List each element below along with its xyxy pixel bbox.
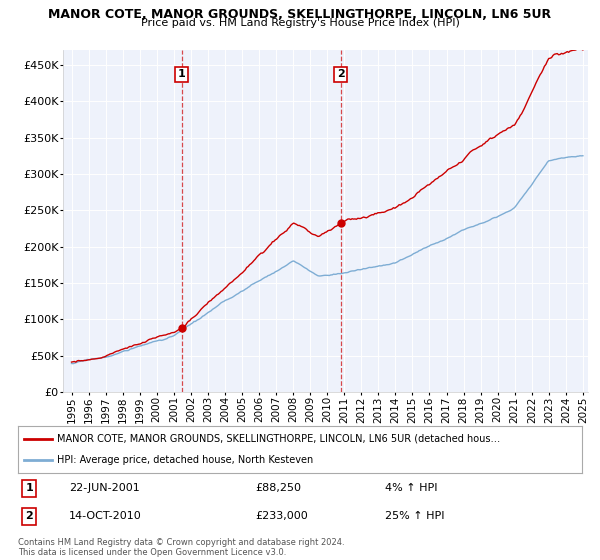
Text: Price paid vs. HM Land Registry's House Price Index (HPI): Price paid vs. HM Land Registry's House … [140,18,460,29]
Text: £88,250: £88,250 [255,483,301,493]
Text: MANOR COTE, MANOR GROUNDS, SKELLINGTHORPE, LINCOLN, LN6 5UR: MANOR COTE, MANOR GROUNDS, SKELLINGTHORP… [49,8,551,21]
Text: Contains HM Land Registry data © Crown copyright and database right 2024.
This d: Contains HM Land Registry data © Crown c… [18,538,344,557]
Text: £233,000: £233,000 [255,511,308,521]
Text: HPI: Average price, detached house, North Kesteven: HPI: Average price, detached house, Nort… [58,455,314,465]
Text: 2: 2 [337,69,344,80]
Text: 22-JUN-2001: 22-JUN-2001 [69,483,140,493]
Text: 2: 2 [25,511,33,521]
Text: 4% ↑ HPI: 4% ↑ HPI [385,483,437,493]
Text: 1: 1 [178,69,185,80]
Text: 1: 1 [25,483,33,493]
Text: MANOR COTE, MANOR GROUNDS, SKELLINGTHORPE, LINCOLN, LN6 5UR (detached hous…: MANOR COTE, MANOR GROUNDS, SKELLINGTHORP… [58,434,501,444]
Text: 14-OCT-2010: 14-OCT-2010 [69,511,142,521]
Text: 25% ↑ HPI: 25% ↑ HPI [385,511,444,521]
